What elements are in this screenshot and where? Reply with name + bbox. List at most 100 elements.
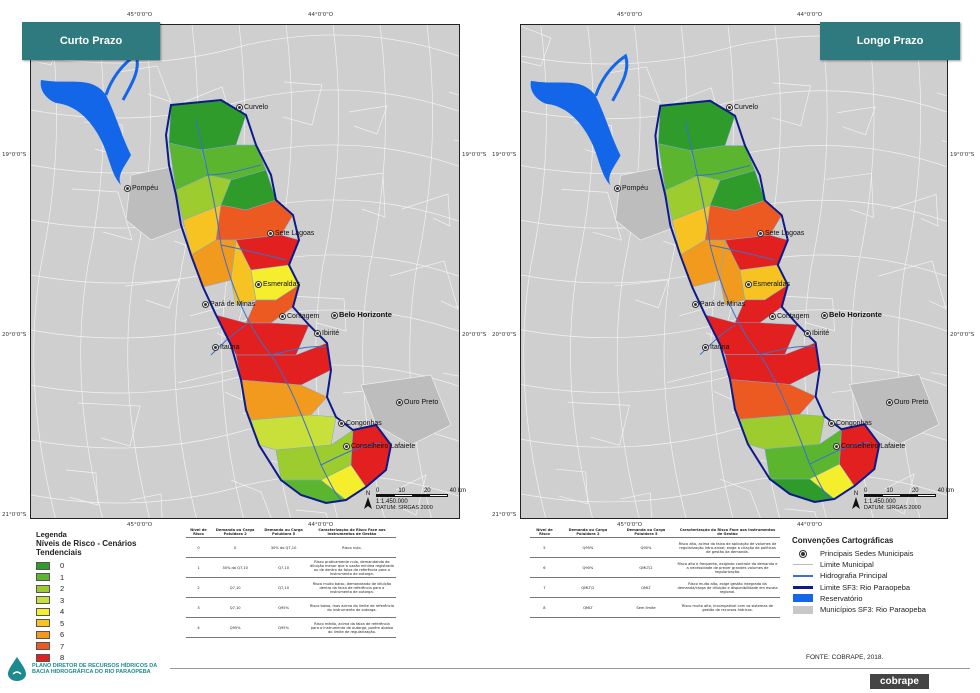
table-cell: Q7,10: [210, 577, 260, 598]
legend-subtitle-1: Níveis de Risco - Cenários: [36, 539, 137, 548]
legend-item: 7: [36, 641, 176, 653]
scale-ratio: 1:1.450.000: [376, 499, 408, 505]
city-dot-icon: [279, 312, 286, 320]
table-header: Demanda ou Carga Poluidora 5: [616, 527, 675, 538]
table-row: 3 Q7,10 Q95% Risco baixo, mas acima do limi…: [186, 597, 396, 618]
municipal-boundary: [878, 260, 947, 310]
legend-swatch: [36, 573, 50, 582]
municipal-boundary: [71, 188, 133, 241]
north-arrow-icon: N: [364, 491, 372, 511]
city-curvelo: Curvelo: [236, 103, 268, 111]
scale-right: N 0 10 20 40 km 1:1.450.000 DATUM: SIRGAS 2…: [852, 488, 954, 511]
city-itauna: Itaúna: [212, 343, 239, 351]
river-tributary: [695, 165, 751, 176]
city-dot-icon: [396, 398, 403, 406]
coord-top-right: 44°0'0"O: [308, 12, 334, 18]
table-cell: Sem limite: [616, 597, 675, 618]
city-dot-icon: [726, 103, 733, 111]
table-cell: 5: [530, 537, 559, 558]
municipal-boundary: [230, 479, 272, 518]
reservoir-arm: [594, 53, 629, 102]
thick-line-symbol-icon: [792, 583, 814, 592]
table-cell: Q7,10: [259, 557, 308, 578]
river-tributary: [270, 346, 327, 356]
reservoir-shape: [530, 80, 621, 186]
coord-bottom-left: 45°0'0"O: [127, 522, 153, 528]
river-tributary: [759, 345, 815, 356]
conventions-title: Convenções Cartográficas: [792, 536, 894, 545]
coord-lat20-right: 20°0'0"S: [462, 332, 487, 338]
municipal-boundary: [567, 402, 630, 446]
convention-label: Limite Municipal: [820, 560, 874, 570]
municipal-boundary: [389, 260, 459, 310]
table-cell: Risco nulo.: [307, 537, 396, 558]
city-ibirite-r: Ibirité: [804, 329, 829, 337]
risk-zone: [739, 414, 825, 450]
table-header: Nível de Risco: [530, 527, 559, 538]
table-cell: 0: [186, 537, 211, 558]
city-belo-horizonte-r: Belo Horizonte: [821, 310, 882, 319]
sf3-municipality: [848, 374, 940, 445]
convention-item: Limite SF3: Rio Paraopeba: [792, 582, 972, 593]
table-header: Caracterização do Risco Face aos Instrum…: [675, 527, 780, 538]
municipal-boundary: [336, 172, 386, 218]
table-cell: QMLT: [558, 597, 617, 618]
legend-swatch: [36, 619, 50, 628]
river-tributary: [699, 324, 736, 355]
legend-label: 8: [60, 653, 65, 663]
municipal-boundary: [130, 493, 163, 518]
city-esmeraldas: Esmeraldas: [255, 280, 300, 288]
municipal-boundary: [295, 509, 328, 518]
city-sete-lagoas: Sete Lagoas: [267, 229, 314, 237]
coord-bottom-right-r: 44°0'0"O: [797, 522, 823, 528]
table-row: 7 QMLT/2 QMLT Risco muito alto, exige gestã…: [530, 577, 780, 598]
city-congonhas-r: Congonhas: [828, 419, 872, 427]
risk-table-left: Nível de Risco Demanda ou Carga Poluidora…: [186, 527, 396, 638]
table-cell: Q95%: [259, 597, 308, 618]
fill-symbol-icon: [792, 605, 814, 614]
convention-label: Limite SF3: Rio Paraopeba: [820, 582, 911, 592]
city-ibirite: Ibirité: [314, 329, 339, 337]
coord-lat20-left-r: 20°0'0"S: [492, 332, 517, 338]
scale-left: N 0 10 20 40 km 1:1.450.000 DATUM: SIRGAS 2…: [364, 488, 466, 511]
legend-item: 0: [36, 560, 176, 572]
map-frame-curto-prazo: [30, 24, 460, 519]
coord-lat19-right: 19°0'0"S: [462, 152, 487, 158]
convention-label: Principais Sedes Municipais: [820, 549, 914, 559]
city-dot-icon: [202, 300, 209, 308]
legend-label: 0: [60, 561, 65, 571]
table-cell: 7: [530, 577, 559, 598]
table-cell: Q95%: [259, 617, 308, 638]
municipal-boundary: [65, 469, 99, 506]
municipal-boundary: [521, 309, 947, 339]
city-contagem: Contagem: [279, 312, 319, 320]
footer-divider: [170, 668, 970, 669]
river-tributary: [205, 164, 262, 176]
municipal-boundary: [282, 81, 323, 126]
legend-label: 4: [60, 607, 65, 617]
municipal-boundary: [555, 468, 589, 505]
city-esmeraldas-r: Esmeraldas: [745, 280, 790, 288]
legend-label: 3: [60, 595, 65, 605]
reservoir-shape: [40, 80, 131, 185]
table-header: Demanda ou Carga Poluidora 2: [210, 527, 260, 538]
table-header: Nível de Risco: [186, 527, 211, 538]
municipal-boundary: [521, 473, 947, 503]
city-dot-icon: [804, 329, 811, 337]
datum: DATUM: SIRGAS 2000: [376, 505, 433, 511]
table-cell: 30% do Q7,10: [259, 537, 308, 558]
scale-bar: [864, 494, 936, 497]
legend-item: 8: [36, 652, 176, 664]
table-row: 8 QMLT Sem limite Risco muito alto, incompa…: [530, 597, 780, 618]
table-header: Demanda ou Carga Poluidora 5: [259, 527, 308, 538]
coord-lat19-left: 19°0'0"S: [2, 152, 27, 158]
city-dot-icon: [769, 312, 776, 320]
table-cell: 2: [186, 577, 211, 598]
legend-swatch: [36, 596, 50, 605]
legend-label: 1: [60, 572, 65, 582]
table-header: Demanda ou Carga Poluidora 2: [558, 527, 617, 538]
table-cell: Risco muito alto, exige gestão integrada…: [675, 577, 780, 598]
dot-symbol-icon: [792, 549, 814, 558]
river-paraopeba: [684, 120, 830, 500]
table-row: 1 30% do Q7,10 Q7,10 Risco praticamente nul…: [186, 557, 396, 578]
